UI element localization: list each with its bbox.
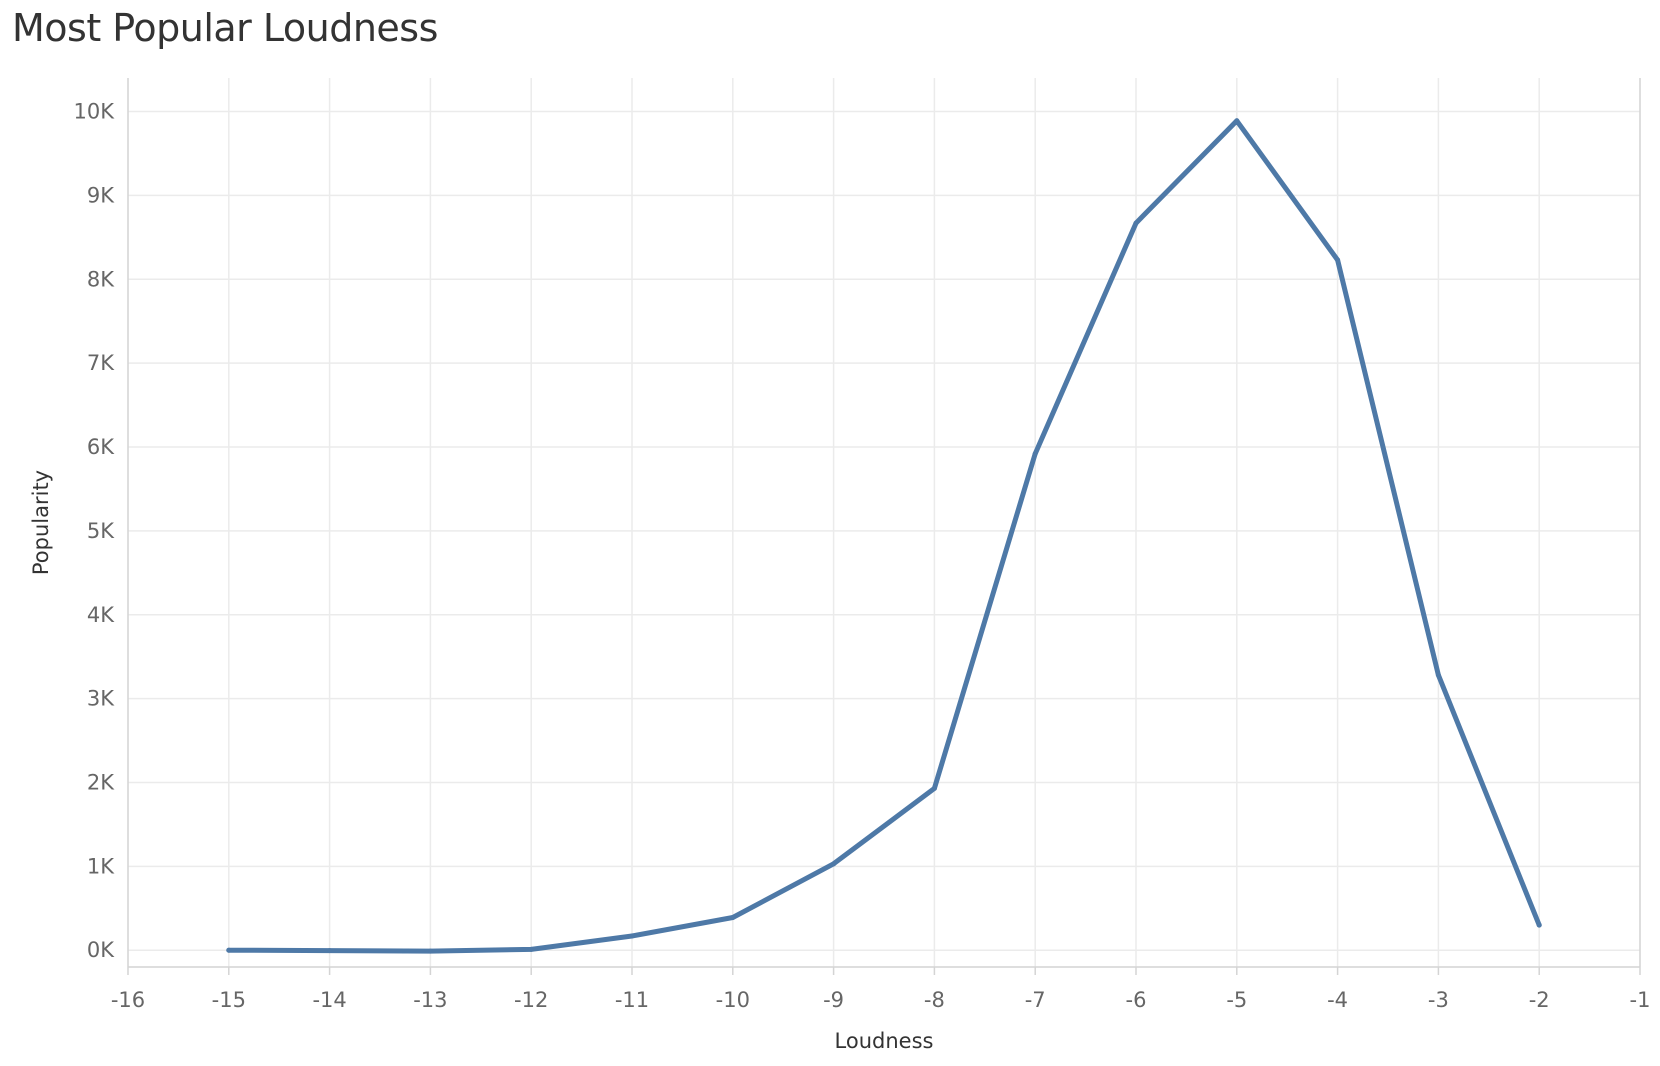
x-tick-label: -13: [413, 988, 447, 1012]
x-tick-label: -6: [1126, 988, 1147, 1012]
data-point: [327, 948, 333, 954]
x-tick-label: -15: [212, 988, 246, 1012]
x-tick-label: -10: [716, 988, 750, 1012]
chart-title: Most Popular Loudness: [12, 6, 438, 50]
axes: [127, 78, 1641, 975]
data-point: [1536, 922, 1542, 928]
x-axis-label: Loudness: [835, 1029, 934, 1053]
series-line: [226, 118, 1542, 954]
series-layer: [226, 118, 1542, 954]
data-point: [1234, 118, 1240, 124]
data-point: [1032, 451, 1038, 457]
y-axis-label: Popularity: [29, 470, 53, 575]
x-tick-label: -5: [1226, 988, 1247, 1012]
data-point: [931, 785, 937, 791]
data-point: [730, 915, 736, 921]
x-tick-label: -16: [111, 988, 145, 1012]
y-tick-label: 3K: [87, 687, 115, 711]
gridlines: [128, 78, 1640, 967]
data-point: [1435, 672, 1441, 678]
y-tick-label: 5K: [87, 519, 115, 543]
y-tick-label: 7K: [87, 351, 115, 375]
y-tick-label: 6K: [87, 435, 115, 459]
x-tick-label: -7: [1025, 988, 1046, 1012]
y-tick-label: 0K: [87, 938, 115, 962]
x-tick-label: -11: [615, 988, 649, 1012]
x-tick-label: -14: [312, 988, 346, 1012]
data-point: [427, 948, 433, 954]
data-point: [629, 933, 635, 939]
y-tick-label: 2K: [87, 770, 115, 794]
y-tick-label: 10K: [74, 100, 116, 124]
data-point: [226, 947, 232, 953]
tick-labels: -16 -15 -14 -13 -12 -11 -10 -9 -8 -7 -6 -5 -4 -3 -2 -1 0…: [74, 100, 1651, 1012]
x-tick-label: -3: [1428, 988, 1449, 1012]
x-tick-label: -1: [1630, 988, 1651, 1012]
x-tick-label: -2: [1529, 988, 1550, 1012]
data-point: [831, 861, 837, 867]
x-tick-label: -8: [924, 988, 945, 1012]
x-tick-label: -12: [514, 988, 548, 1012]
data-point: [1335, 257, 1341, 263]
x-tick-label: -4: [1327, 988, 1348, 1012]
data-point: [1133, 220, 1139, 226]
y-tick-label: 8K: [87, 267, 115, 291]
y-tick-label: 4K: [87, 603, 115, 627]
x-tick-label: -9: [823, 988, 844, 1012]
y-tick-label: 1K: [87, 854, 115, 878]
data-point: [528, 946, 534, 952]
y-tick-label: 9K: [87, 183, 115, 207]
